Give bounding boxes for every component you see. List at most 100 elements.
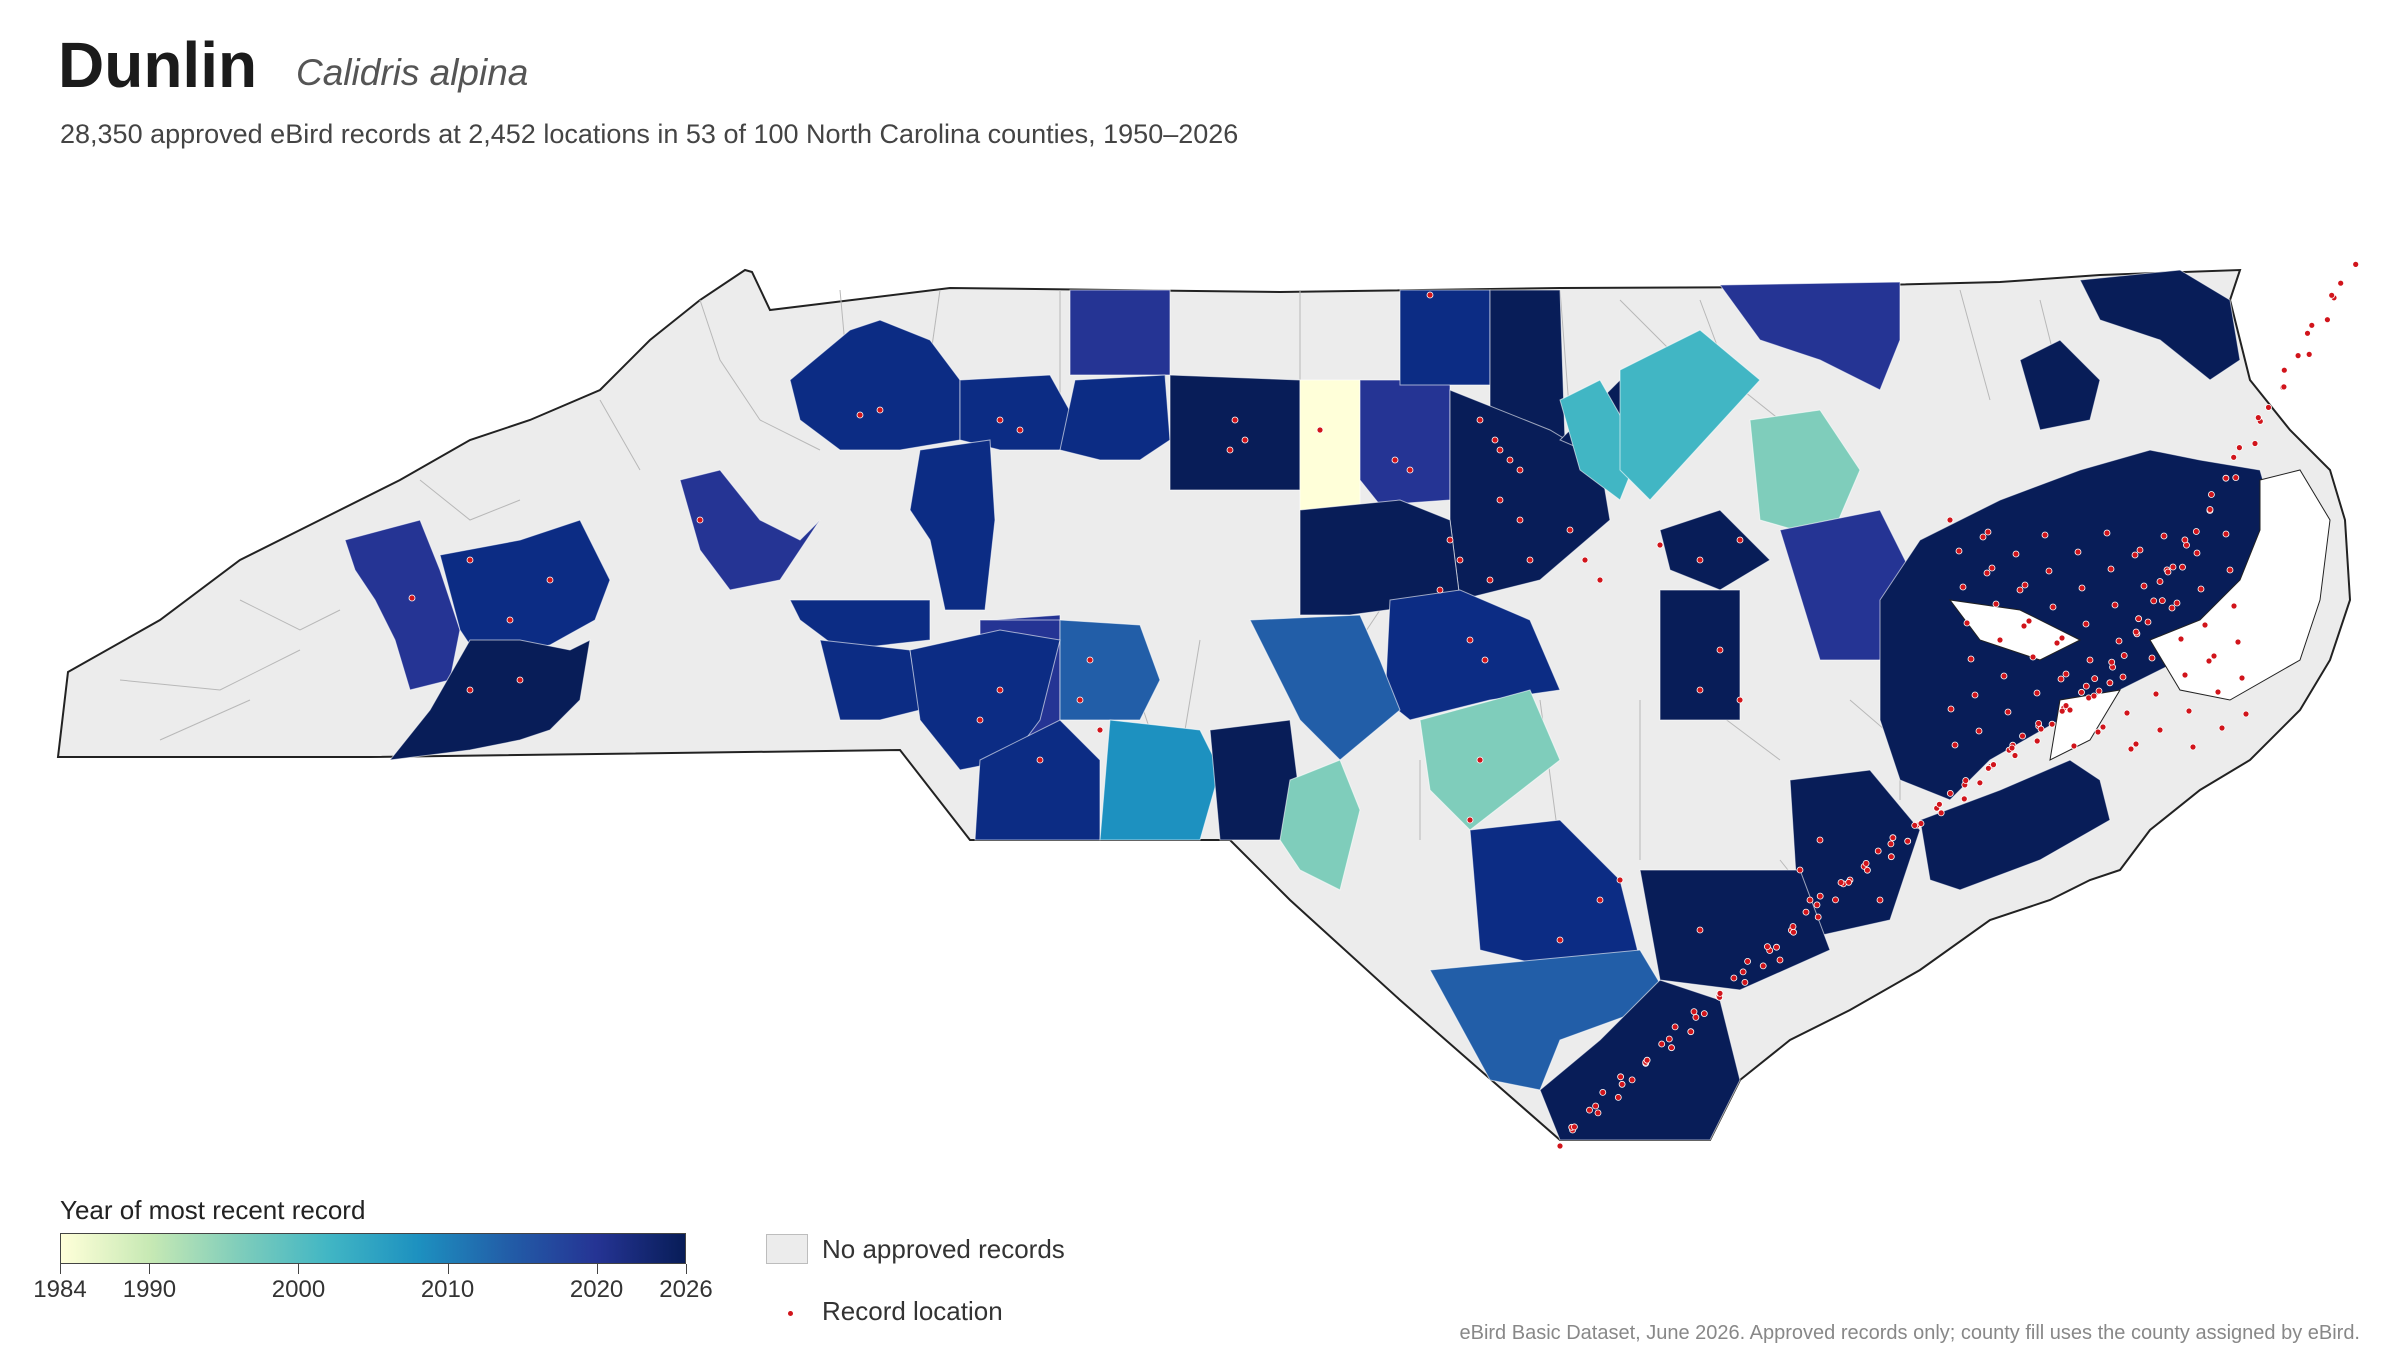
county-shape: [1059, 374, 1171, 461]
record-point: [1696, 686, 1704, 694]
record-point: [696, 516, 704, 524]
record-point: [2108, 658, 2116, 666]
record-point: [1976, 779, 1984, 787]
colorbar-tick-label: 2020: [569, 1276, 624, 1303]
record-point: [1496, 446, 1504, 454]
record-point: [2280, 366, 2288, 374]
colorbar-tick-label: 2000: [271, 1276, 326, 1303]
species-title: Dunlin: [58, 29, 258, 101]
record-point: [2185, 707, 2193, 715]
record-point: [2045, 567, 2053, 575]
county-shape: [1539, 979, 1741, 1141]
record-point: [2132, 628, 2140, 636]
record-point: [1036, 756, 1044, 764]
record-point: [1716, 646, 1724, 654]
county-shape: [1619, 329, 1761, 501]
record-point: [1802, 908, 1810, 916]
record-point: [1967, 655, 1975, 663]
record-point: [2265, 403, 2272, 411]
county-shape: [2079, 269, 2241, 381]
county-shape: [439, 519, 611, 661]
record-point: [2181, 536, 2189, 544]
record-point: [1814, 913, 1822, 921]
record-point: [2021, 581, 2029, 589]
record-point: [2062, 702, 2070, 709]
record-point: [506, 616, 514, 624]
record-point: [1946, 516, 1954, 524]
record-point: [1864, 866, 1871, 874]
record-point: [2058, 634, 2066, 642]
record-point: [2004, 708, 2012, 716]
record-point: [2169, 563, 2177, 571]
record-point: [2179, 563, 2186, 571]
record-point: [2328, 291, 2336, 299]
record-point: [2111, 601, 2119, 609]
record-point: [2205, 657, 2213, 665]
record-point: [1594, 1109, 1602, 1117]
record-point: [1790, 928, 1797, 936]
record-point: [1960, 795, 1968, 803]
record-point: [2210, 652, 2218, 660]
county-shape: [1659, 509, 1771, 591]
record-point: [1586, 1106, 1593, 1114]
record-point: [2035, 720, 2042, 727]
record-point: [1963, 619, 1971, 627]
record-point: [2352, 260, 2360, 268]
record-point: [1862, 860, 1870, 867]
record-point: [1700, 1010, 1708, 1017]
year-colorbar: [60, 1233, 686, 1264]
record-point: [2280, 383, 2288, 391]
record-point: [1076, 696, 1084, 704]
record-point: [2000, 672, 2008, 680]
colorbar-tick-label: 2026: [659, 1276, 713, 1303]
record-point: [1643, 1056, 1651, 1064]
record-point: [1456, 556, 1464, 564]
source-note: eBird Basic Dataset, June 2026. Approved…: [1459, 1322, 2360, 1344]
record-point: [1241, 436, 1249, 444]
record-point: [1496, 496, 1504, 504]
county-shape: [1719, 281, 1901, 391]
record-point: [1947, 705, 1955, 713]
record-point: [996, 416, 1004, 424]
record-point: [1876, 896, 1884, 904]
record-point: [2107, 565, 2115, 573]
record-point: [1690, 1008, 1698, 1015]
record-point: [1231, 416, 1239, 424]
county-shape: [2019, 339, 2101, 431]
record-point: [2232, 474, 2240, 482]
record-point: [2181, 671, 2189, 679]
record-point: [2305, 350, 2313, 358]
county-shape: [1429, 949, 1671, 1091]
record-location-label: Record location: [822, 1296, 1003, 1326]
record-point: [1466, 816, 1474, 824]
record-point: [2074, 548, 2082, 556]
record-point: [2070, 742, 2078, 750]
record-point: [2115, 637, 2123, 645]
record-point: [1730, 974, 1738, 982]
map-subtitle: 28,350 approved eBird records at 2,452 l…: [60, 119, 1239, 149]
record-point: [1813, 901, 1821, 909]
record-point: [1506, 456, 1514, 464]
record-point: [2152, 690, 2160, 698]
record-point: [2062, 670, 2070, 678]
record-point: [2033, 689, 2041, 697]
record-point: [2011, 752, 2019, 759]
record-point: [1687, 1028, 1695, 1036]
record-point: [1616, 876, 1624, 884]
record-point: [1744, 958, 1751, 965]
record-point: [1668, 1044, 1675, 1052]
record-point: [1656, 541, 1664, 549]
record-point: [2230, 453, 2238, 461]
record-point: [2078, 688, 2085, 696]
record-point: [546, 576, 554, 584]
county-shape: [1249, 614, 1401, 761]
county-shape: [1419, 689, 1561, 831]
record-point: [2197, 585, 2205, 593]
colorbar-tick: [686, 1264, 687, 1274]
record-point: [2201, 621, 2209, 629]
record-point: [2091, 675, 2099, 682]
record-point: [1556, 1142, 1564, 1150]
record-point: [2008, 744, 2016, 752]
record-location-marker: [788, 1311, 793, 1316]
